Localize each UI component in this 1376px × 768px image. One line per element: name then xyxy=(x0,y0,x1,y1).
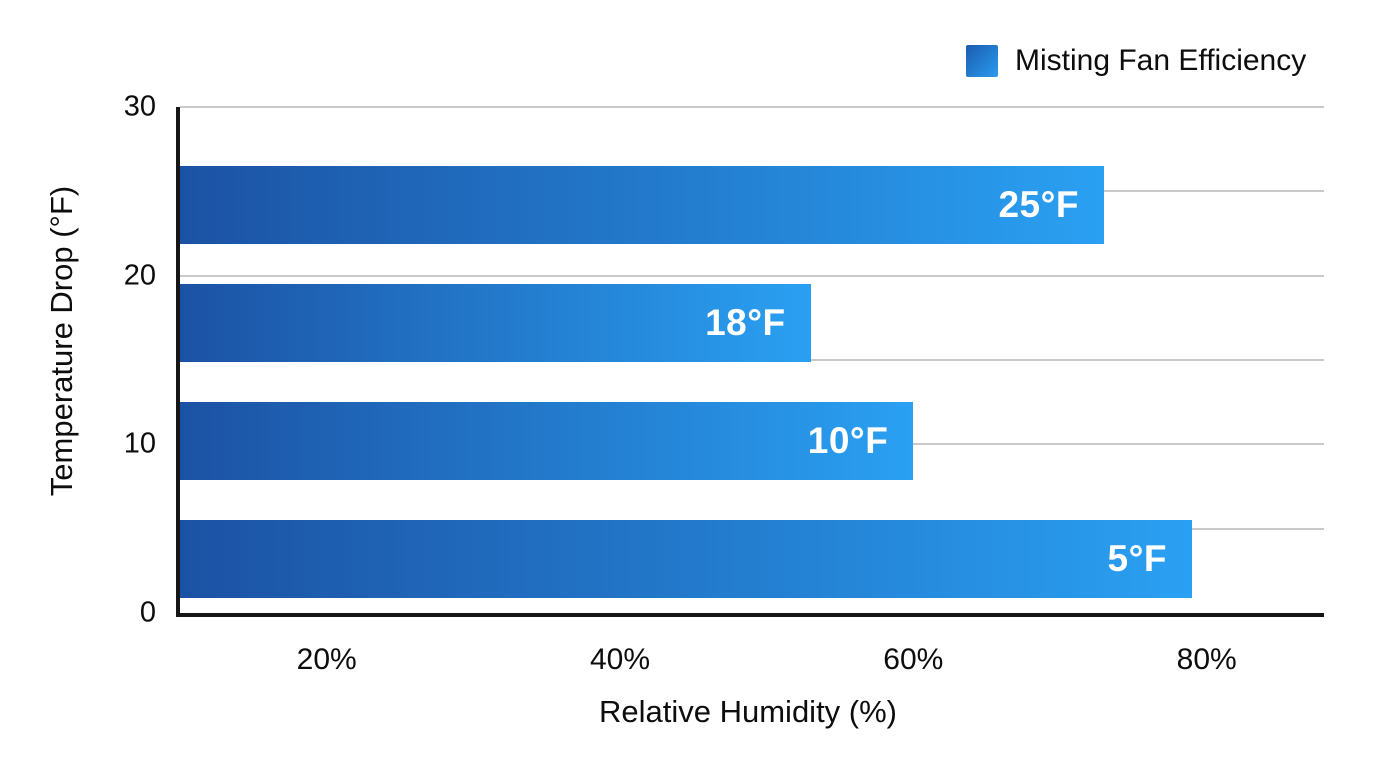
bar-10f: 10°F xyxy=(180,402,914,480)
bar-value-label: 10°F xyxy=(807,419,889,461)
bar-value-label: 5°F xyxy=(1107,538,1167,579)
x-tick-label: 40% xyxy=(589,643,651,676)
x-tick-label: 60% xyxy=(883,643,944,676)
y-tick-label: 0 xyxy=(139,596,156,629)
legend: Misting Fan Efficiency xyxy=(966,45,1306,77)
bar-25f: 25°F xyxy=(180,166,1104,244)
gridline xyxy=(180,106,1324,108)
y-tick-label: 20 xyxy=(123,259,156,292)
y-tick-label: 10 xyxy=(123,427,156,460)
y-tick-label: 30 xyxy=(123,90,156,123)
bar-value-label: 18°F xyxy=(705,301,786,343)
x-axis-title: Relative Humidity (%) xyxy=(598,694,898,729)
bar-18f: 18°F xyxy=(180,284,811,362)
x-tick-label: 80% xyxy=(1176,643,1237,676)
gridline xyxy=(180,274,1324,277)
bar-5f: 5°F xyxy=(180,520,1192,598)
y-axis-title: Temperature Drop (°F) xyxy=(44,185,79,497)
x-tick-label: 20% xyxy=(296,643,357,676)
legend-label: Misting Fan Efficiency xyxy=(1015,44,1307,77)
plot-area: 0 10 20 30 20% 40% 60% 80% 25°F 18°F 10°F 5°F xyxy=(124,92,1324,675)
bar-value-label: 25°F xyxy=(998,183,1079,225)
legend-swatch-icon xyxy=(966,45,998,77)
